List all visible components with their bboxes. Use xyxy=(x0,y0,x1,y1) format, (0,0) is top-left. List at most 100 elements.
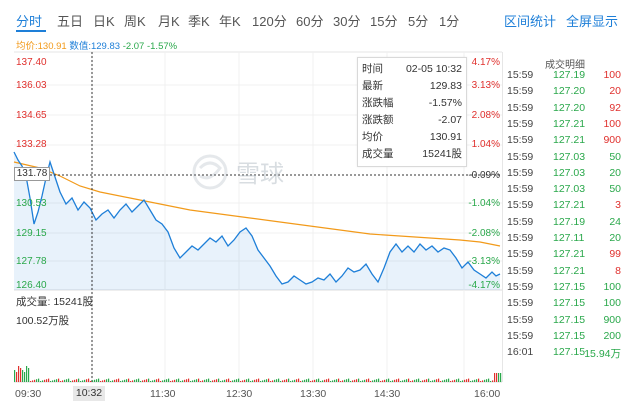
volume-bar xyxy=(270,381,272,382)
volume-bar xyxy=(386,379,388,382)
trade-price: 127.19 xyxy=(553,69,586,81)
volume-bar xyxy=(442,380,444,382)
trade-row: 16:01 127.15 15.94万 xyxy=(503,346,627,362)
volume-bar xyxy=(28,368,30,382)
volume-max-label: 100.52万股 xyxy=(16,315,70,327)
trade-price: 127.21 xyxy=(553,117,586,130)
volume-bar xyxy=(234,379,236,382)
volume-bar xyxy=(94,379,96,382)
volume-bar xyxy=(24,372,26,382)
trade-time: 15:59 xyxy=(507,232,534,244)
volume-bar xyxy=(218,378,220,382)
volume-bar xyxy=(86,379,88,382)
trade-row: 15:59 127.03 50 xyxy=(503,151,627,167)
tab-weekly-k[interactable]: 周K xyxy=(124,14,146,29)
time-axis-label: 09:30 xyxy=(15,388,42,400)
volume-bar xyxy=(384,379,386,382)
trade-time: 15:59 xyxy=(507,313,534,326)
volume-bar xyxy=(434,379,436,382)
volume-bar xyxy=(426,379,428,382)
interval-stats-link[interactable]: 区间统计 xyxy=(504,14,557,29)
pct-axis-label: 1.04% xyxy=(471,139,500,150)
volume-bar xyxy=(304,379,306,382)
volume-bar xyxy=(368,378,370,382)
tab-15min[interactable]: 15分 xyxy=(370,14,398,29)
trade-time: 15:59 xyxy=(507,85,534,98)
trade-price: 127.03 xyxy=(553,166,586,179)
volume-bar xyxy=(478,378,480,382)
volume-bar xyxy=(152,380,154,382)
volume-bar xyxy=(242,380,244,382)
volume-bar xyxy=(78,378,80,382)
volume-bar xyxy=(176,379,178,382)
price-axis-label: 126.40 xyxy=(16,280,47,291)
tab-30min[interactable]: 30分 xyxy=(333,14,361,29)
volume-bar xyxy=(232,380,234,382)
tab-daily-k[interactable]: 日K xyxy=(93,14,115,29)
volume-bar xyxy=(130,381,132,382)
volume-bar xyxy=(140,381,142,382)
tooltip-value: -1.57% xyxy=(428,97,462,109)
volume-bar xyxy=(258,378,260,382)
tab-monthly-k[interactable]: 月K xyxy=(158,14,180,29)
tab-5min[interactable]: 5分 xyxy=(408,14,429,29)
trade-price: 127.15 xyxy=(553,297,586,310)
volume-bar xyxy=(82,380,84,382)
volume-bar xyxy=(456,379,458,382)
tab-5day[interactable]: 五日 xyxy=(57,14,84,29)
trade-row: 15:59 127.19 100 xyxy=(503,69,627,85)
pct-axis-label: -0.09% xyxy=(468,170,500,181)
tab-quarterly-k[interactable]: 季K xyxy=(188,14,210,29)
trade-row: 15:59 127.20 92 xyxy=(503,102,627,118)
volume-bar xyxy=(474,379,476,382)
volume-bar xyxy=(202,380,204,382)
volume-bar xyxy=(48,378,50,382)
trade-time: 15:59 xyxy=(507,248,534,261)
volume-bar xyxy=(228,378,230,382)
tab-60min[interactable]: 60分 xyxy=(296,14,324,29)
volume-bar xyxy=(118,378,120,382)
volume-bar xyxy=(282,380,284,382)
volume-bar xyxy=(114,379,116,382)
volume-bar xyxy=(406,379,408,382)
trade-volume: 200 xyxy=(603,329,621,342)
tab-yearly-k[interactable]: 年K xyxy=(219,14,241,29)
volume-bar xyxy=(192,380,194,382)
volume-bar xyxy=(278,378,280,382)
trade-time: 15:59 xyxy=(507,264,534,277)
pct-axis-label: 4.17% xyxy=(471,57,500,68)
volume-bar xyxy=(198,378,200,382)
volume-bar xyxy=(190,381,192,382)
volume-bar xyxy=(448,378,450,382)
volume-bar xyxy=(46,379,48,382)
trade-volume: 99 xyxy=(609,248,621,261)
tooltip-key: 最新 xyxy=(362,80,383,92)
volume-bar xyxy=(196,379,198,382)
volume-bar xyxy=(464,379,466,382)
trade-volume: 100 xyxy=(603,69,621,81)
volume-bar xyxy=(156,379,158,382)
volume-bar xyxy=(30,381,32,382)
volume-bar xyxy=(276,379,278,382)
volume-bar xyxy=(490,381,492,382)
volume-bar xyxy=(98,378,100,382)
volume-bar xyxy=(414,379,416,382)
trade-time: 15:59 xyxy=(507,134,534,147)
tab-120min[interactable]: 120分 xyxy=(252,14,287,29)
tab-intraday[interactable]: 分时 xyxy=(16,14,43,29)
volume-bar xyxy=(126,379,128,382)
trade-price: 127.15 xyxy=(553,346,586,359)
volume-bar xyxy=(412,380,414,382)
trade-price: 127.15 xyxy=(553,313,586,326)
volume-label: 成交量: 15241股 xyxy=(16,296,94,308)
trade-volume: 20 xyxy=(609,85,621,98)
volume-bar xyxy=(476,379,478,382)
volume-bar xyxy=(332,380,334,382)
volume-bar xyxy=(334,379,336,382)
fullscreen-link[interactable]: 全屏显示 xyxy=(566,14,619,29)
volume-bar xyxy=(432,380,434,382)
tab-1min[interactable]: 1分 xyxy=(439,14,460,29)
volume-bars xyxy=(14,366,502,382)
trade-detail-panel: 成交明细 15:59 127.19 100 15:59 127.20 20 15:59 127… xyxy=(502,52,626,382)
volume-bar xyxy=(64,379,66,382)
